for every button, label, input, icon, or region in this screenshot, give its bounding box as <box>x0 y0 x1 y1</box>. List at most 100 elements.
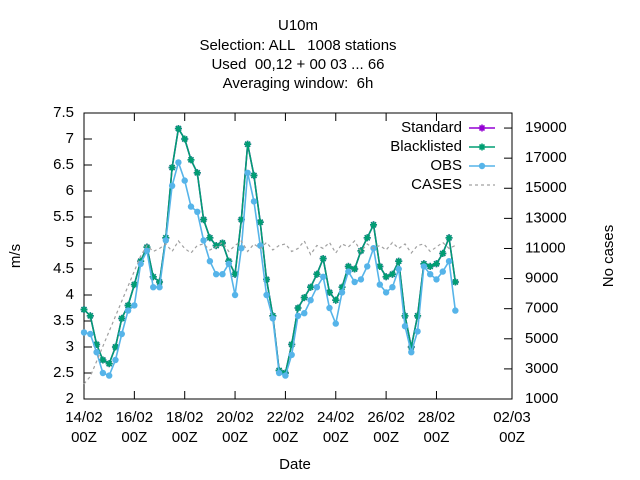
point <box>452 307 459 314</box>
series-line <box>83 239 456 385</box>
point <box>206 258 214 265</box>
point <box>181 135 189 143</box>
point <box>344 262 352 270</box>
y2-tick-label: 7000 <box>525 300 558 317</box>
point <box>231 291 239 299</box>
y-tick-label: 7 <box>66 130 74 147</box>
point <box>370 221 378 229</box>
y2-tick-label: 11000 <box>525 239 566 256</box>
chart-title: Averaging window: 6h <box>223 75 374 92</box>
point <box>433 276 440 283</box>
point <box>212 242 220 250</box>
point <box>250 171 258 179</box>
point <box>231 270 239 278</box>
point <box>439 249 447 257</box>
x-tick-label: 26/02 00Z <box>367 409 405 446</box>
point <box>395 257 403 265</box>
point <box>351 265 359 273</box>
point <box>156 284 163 291</box>
point <box>143 247 151 254</box>
point <box>87 330 94 338</box>
point <box>319 255 327 263</box>
chart-title: Used 00,12 + 00 03 ... 66 <box>211 56 384 73</box>
point <box>326 304 333 312</box>
y2-axis-label: No cases <box>600 225 617 288</box>
point <box>426 262 434 270</box>
point <box>408 349 415 356</box>
y2-tick-label: 1000 <box>525 390 558 407</box>
point <box>118 330 125 338</box>
x-tick-label: 20/02 00Z <box>216 409 254 446</box>
x-tick-label: 16/02 00Z <box>116 409 154 446</box>
point <box>351 278 358 286</box>
point <box>313 270 321 278</box>
point <box>364 263 371 270</box>
point <box>388 270 396 278</box>
point <box>420 263 428 270</box>
y-tick-label: 3 <box>66 338 74 355</box>
y2-tick-label: 13000 <box>525 209 567 226</box>
point <box>401 312 409 320</box>
point <box>150 284 157 291</box>
point <box>149 273 157 281</box>
point <box>256 218 264 226</box>
y-tick-label: 2 <box>66 390 74 407</box>
legend-marker <box>478 143 486 151</box>
point <box>80 329 88 336</box>
point <box>414 312 422 320</box>
point <box>162 237 170 244</box>
point <box>300 294 308 302</box>
legend-label: CASES <box>411 176 462 193</box>
point <box>294 304 302 312</box>
point <box>219 271 226 278</box>
series-line <box>83 126 457 375</box>
legend-marker <box>478 124 486 132</box>
point <box>395 265 402 273</box>
point <box>301 310 308 317</box>
point <box>80 306 88 314</box>
point <box>307 297 314 304</box>
point <box>111 343 119 351</box>
point <box>307 283 315 291</box>
point <box>357 276 365 283</box>
point <box>401 323 409 330</box>
point <box>250 198 258 205</box>
y-tick-label: 2.5 <box>53 364 74 381</box>
point <box>225 260 232 267</box>
point <box>131 302 138 309</box>
point <box>269 315 277 322</box>
point <box>105 360 113 368</box>
point <box>439 268 446 275</box>
point <box>238 245 245 252</box>
point <box>432 260 440 268</box>
point <box>382 273 390 281</box>
y-tick-label: 3.5 <box>53 312 74 329</box>
point <box>168 182 176 189</box>
point <box>376 281 384 288</box>
series-line <box>83 126 457 375</box>
plot-frame <box>83 112 513 400</box>
point <box>175 159 182 166</box>
y-tick-label: 6 <box>66 182 74 199</box>
point <box>288 340 296 348</box>
point <box>414 328 421 335</box>
point <box>313 284 321 291</box>
point <box>282 372 289 379</box>
chart-title: U10m <box>278 17 318 34</box>
point <box>451 278 459 286</box>
point <box>206 234 214 242</box>
point <box>426 271 434 278</box>
point <box>338 283 346 291</box>
point <box>389 284 396 291</box>
point <box>407 343 415 351</box>
legend-label: OBS <box>430 157 462 174</box>
y-tick-label: 6.5 <box>53 156 74 173</box>
y2-tick-label: 19000 <box>525 119 567 136</box>
point <box>143 243 151 251</box>
x-axis-label: Date <box>279 456 311 473</box>
point <box>294 312 302 319</box>
x-tick-label: 02/03 00Z <box>493 409 531 446</box>
point <box>112 356 119 364</box>
point <box>275 369 283 377</box>
